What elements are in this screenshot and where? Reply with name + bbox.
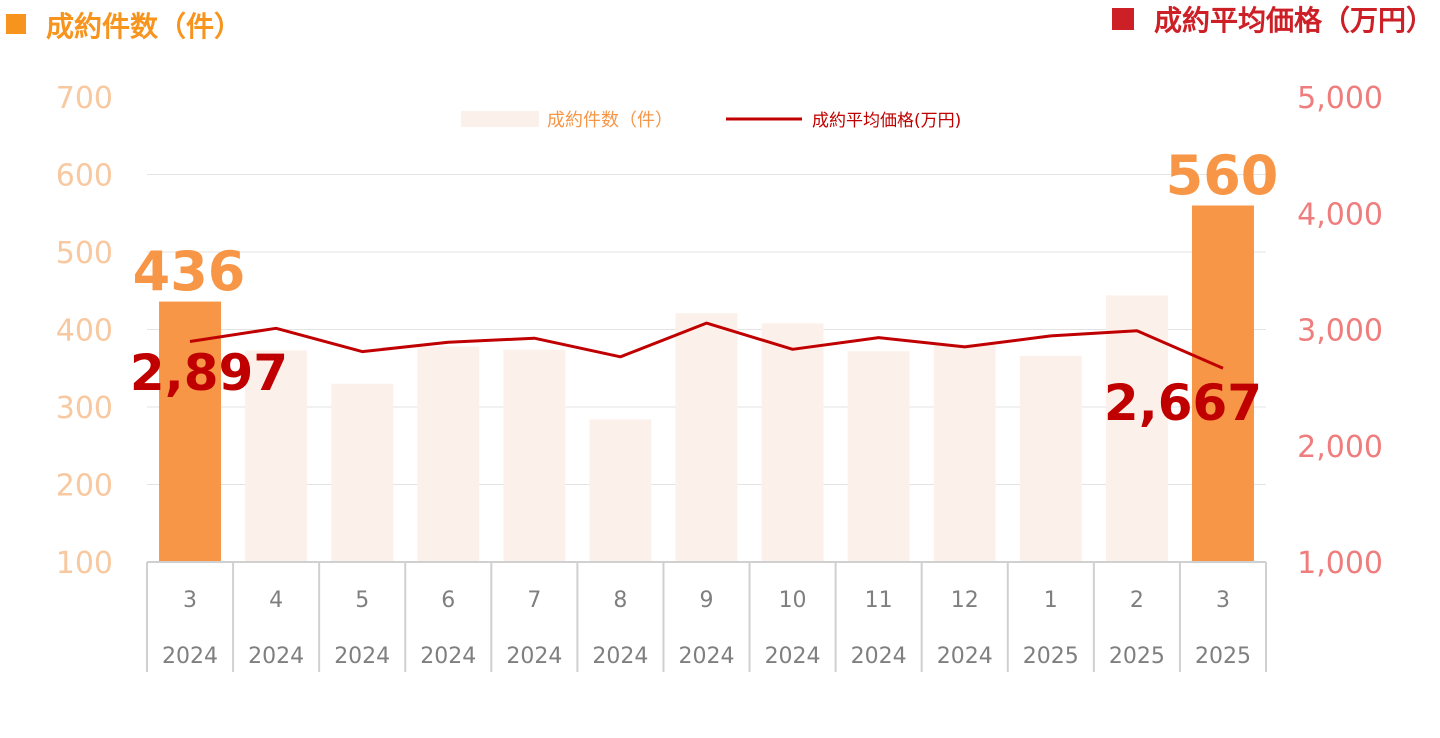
bar — [589, 419, 652, 562]
legend-line-label: 成約平均価格(万円) — [812, 111, 961, 131]
bar — [417, 346, 480, 562]
legend-bar-label: 成約件数（件） — [547, 110, 673, 131]
bar — [1191, 205, 1254, 562]
bar-label-first: 436 — [133, 240, 246, 303]
bars — [159, 205, 1254, 562]
month-tick-label: 6 — [441, 588, 455, 613]
month-tick-label: 8 — [613, 588, 627, 613]
month-tick-label: 4 — [269, 588, 283, 613]
left-title-square-icon — [6, 14, 26, 34]
left-axis-title: 成約件数（件） — [46, 10, 242, 43]
bar — [1019, 355, 1082, 562]
left-tick-label: 100 — [56, 546, 113, 581]
bar-label-last: 560 — [1166, 144, 1279, 207]
year-tick-label: 2024 — [765, 644, 821, 669]
bar — [933, 344, 996, 562]
left-tick-label: 600 — [56, 159, 113, 194]
bar — [761, 323, 824, 562]
right-tick-label: 2,000 — [1297, 430, 1383, 465]
left-tick-label: 300 — [56, 391, 113, 426]
right-title-square-icon — [1112, 8, 1134, 30]
right-axis-title: 成約平均価格（万円） — [1154, 4, 1434, 37]
bar — [503, 349, 566, 562]
month-tick-label: 11 — [865, 588, 893, 613]
month-tick-label: 3 — [183, 588, 197, 613]
year-tick-label: 2024 — [248, 644, 304, 669]
year-tick-label: 2025 — [1109, 644, 1165, 669]
legend-bar-swatch — [461, 111, 539, 127]
right-tick-label: 1,000 — [1297, 546, 1383, 581]
right-axis: 1,000 2,000 3,000 4,000 5,000 — [1297, 81, 1383, 581]
year-tick-label: 2024 — [937, 644, 993, 669]
left-tick-label: 500 — [56, 236, 113, 271]
month-tick-label: 3 — [1216, 588, 1230, 613]
year-tick-label: 2024 — [679, 644, 735, 669]
right-tick-label: 4,000 — [1297, 197, 1383, 232]
year-tick-label: 2024 — [420, 644, 476, 669]
year-tick-label: 2025 — [1195, 644, 1251, 669]
right-tick-label: 5,000 — [1297, 81, 1383, 116]
left-tick-label: 200 — [56, 469, 113, 504]
month-tick-label: 7 — [527, 588, 541, 613]
bar — [159, 301, 222, 562]
bar — [331, 383, 394, 562]
year-tick-label: 2024 — [506, 644, 562, 669]
bar — [245, 350, 308, 562]
year-tick-label: 2024 — [334, 644, 390, 669]
month-tick-label: 9 — [700, 588, 714, 613]
year-tick-label: 2024 — [592, 644, 648, 669]
line-label-first: 2,897 — [130, 344, 288, 402]
month-tick-label: 12 — [951, 588, 979, 613]
category-axis: 3 2024 4 2024 5 2024 6 2024 7 2024 8 2024 9 2024 10 202… — [146, 561, 1267, 672]
right-tick-label: 3,000 — [1297, 314, 1383, 349]
month-tick-label: 10 — [779, 588, 807, 613]
month-tick-label: 1 — [1044, 588, 1058, 613]
left-tick-label: 400 — [56, 314, 113, 349]
line-series — [189, 321, 1224, 370]
line-label-last: 2,667 — [1104, 374, 1262, 432]
year-tick-label: 2025 — [1023, 644, 1079, 669]
year-tick-label: 2024 — [162, 644, 218, 669]
price-line — [189, 321, 1224, 370]
bar — [675, 313, 738, 562]
bar — [847, 351, 910, 562]
month-tick-label: 2 — [1130, 588, 1144, 613]
month-tick-label: 5 — [355, 588, 369, 613]
left-tick-label: 700 — [56, 81, 113, 116]
year-tick-label: 2024 — [851, 644, 907, 669]
left-axis: 100 200 300 400 500 600 700 — [56, 81, 113, 581]
